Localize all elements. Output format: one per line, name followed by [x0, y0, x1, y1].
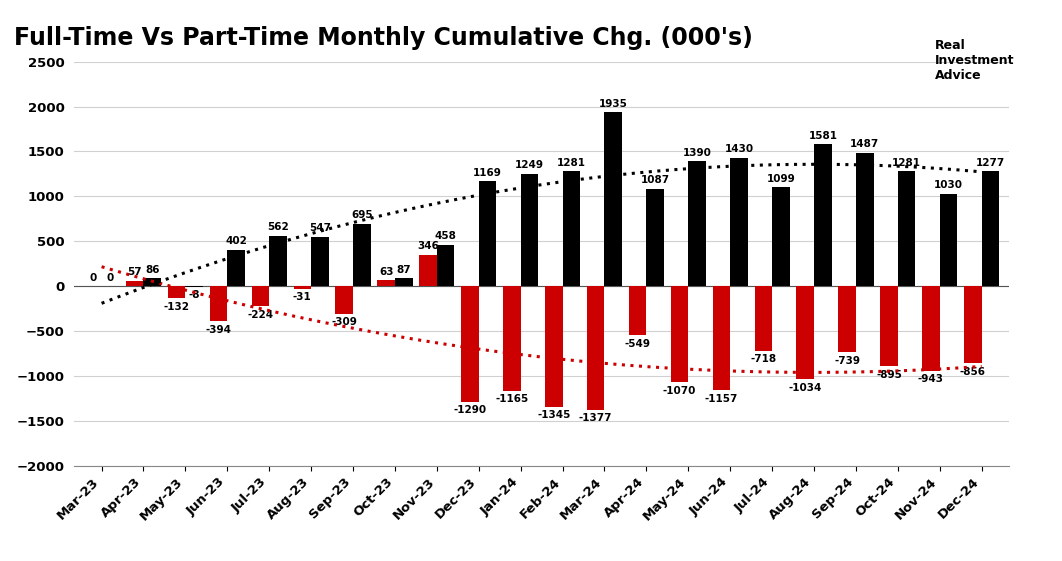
Bar [419, 255, 436, 286]
Text: 1390: 1390 [683, 148, 712, 158]
Text: -1070: -1070 [663, 386, 697, 396]
Text: -1377: -1377 [579, 413, 613, 424]
Bar [461, 286, 479, 402]
Bar [209, 286, 227, 321]
Bar [168, 286, 186, 298]
Text: -1034: -1034 [789, 383, 822, 393]
Text: -224: -224 [247, 310, 274, 320]
Bar [940, 194, 957, 286]
Text: -739: -739 [834, 356, 860, 366]
Text: -31: -31 [293, 292, 312, 302]
Bar [563, 171, 580, 286]
Text: -1165: -1165 [495, 394, 529, 404]
Bar [604, 112, 622, 286]
Text: 547: 547 [309, 223, 331, 233]
Bar [436, 245, 455, 286]
Bar [981, 172, 999, 286]
Bar [186, 286, 203, 287]
Bar [856, 153, 874, 286]
Text: -309: -309 [331, 318, 357, 328]
Bar [629, 286, 647, 335]
Text: 402: 402 [225, 236, 247, 246]
Text: -1345: -1345 [537, 411, 570, 420]
Bar [647, 188, 664, 286]
Bar [269, 236, 287, 286]
Bar [520, 174, 538, 286]
Text: 1249: 1249 [515, 160, 544, 171]
Bar [587, 286, 604, 410]
Text: -549: -549 [624, 339, 651, 349]
Text: -943: -943 [918, 374, 944, 384]
Bar [796, 286, 815, 379]
Text: -1290: -1290 [453, 406, 486, 416]
Text: -718: -718 [750, 354, 776, 364]
Bar [838, 286, 856, 352]
Bar [754, 286, 772, 351]
Text: 1169: 1169 [473, 168, 502, 178]
Text: -394: -394 [206, 325, 232, 335]
Text: 562: 562 [268, 222, 289, 232]
Bar [545, 286, 563, 407]
Bar [713, 286, 731, 390]
Text: 63: 63 [379, 267, 393, 277]
Text: 1281: 1281 [556, 158, 586, 168]
Bar [311, 237, 329, 286]
Bar [815, 144, 832, 286]
Bar [897, 171, 915, 286]
Bar [227, 250, 245, 286]
Bar [293, 286, 311, 289]
Bar [143, 278, 161, 286]
Text: 1430: 1430 [724, 144, 754, 154]
Text: 57: 57 [127, 268, 142, 277]
Bar [353, 224, 371, 286]
Text: -856: -856 [960, 366, 986, 376]
Text: 458: 458 [434, 231, 457, 241]
Text: -132: -132 [164, 302, 190, 311]
Text: 1277: 1277 [976, 158, 1005, 168]
Text: -1157: -1157 [705, 394, 738, 403]
Bar [964, 286, 981, 363]
Text: 86: 86 [145, 265, 159, 275]
Bar [252, 286, 269, 306]
Bar [377, 280, 395, 286]
Bar [479, 181, 496, 286]
Bar [671, 286, 688, 382]
Text: 1087: 1087 [640, 175, 670, 185]
Bar [503, 286, 520, 390]
Text: 0: 0 [89, 273, 97, 283]
Bar [880, 286, 897, 366]
Text: 0: 0 [107, 273, 114, 283]
Text: -8: -8 [188, 291, 200, 301]
Text: 1581: 1581 [808, 131, 837, 141]
Text: Full-Time Vs Part-Time Monthly Cumulative Chg. (000's): Full-Time Vs Part-Time Monthly Cumulativ… [14, 26, 753, 50]
Bar [772, 187, 790, 286]
Text: 1487: 1487 [850, 139, 879, 149]
Text: 1935: 1935 [599, 99, 628, 109]
Text: 1281: 1281 [892, 158, 921, 168]
Text: 1030: 1030 [935, 180, 963, 190]
Text: Real
Investment
Advice: Real Investment Advice [935, 39, 1014, 82]
Bar [336, 286, 353, 314]
Bar [731, 158, 748, 286]
Text: 695: 695 [352, 210, 373, 220]
Bar [688, 162, 706, 286]
Text: 87: 87 [396, 265, 411, 275]
Bar [395, 278, 412, 286]
Text: 1099: 1099 [767, 174, 795, 184]
Text: -895: -895 [876, 370, 902, 380]
Bar [126, 281, 143, 286]
Bar [922, 286, 940, 371]
Text: 346: 346 [417, 241, 439, 251]
